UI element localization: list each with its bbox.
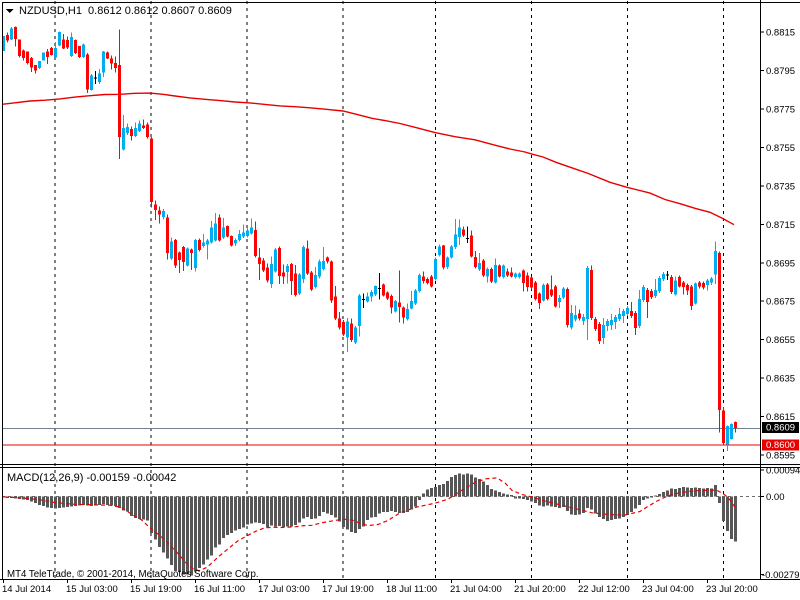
svg-text:0.8715: 0.8715	[766, 220, 795, 231]
svg-text:23 Jul 04:00: 23 Jul 04:00	[642, 584, 694, 595]
svg-text:0.8695: 0.8695	[766, 258, 795, 269]
svg-text:21 Jul 20:00: 21 Jul 20:00	[514, 584, 566, 595]
svg-text:0.8795: 0.8795	[766, 66, 795, 77]
svg-text:0.8775: 0.8775	[766, 105, 795, 116]
svg-text:0.8595: 0.8595	[766, 450, 795, 461]
svg-text:0.8735: 0.8735	[766, 181, 795, 192]
svg-text:23 Jul 20:00: 23 Jul 20:00	[706, 584, 758, 595]
svg-text:-0.00279: -0.00279	[762, 570, 800, 581]
svg-text:MT4 TeleTrade, © 2001-2014, Me: MT4 TeleTrade, © 2001-2014, MetaQuotes S…	[7, 569, 259, 580]
svg-text:NZDUSD,H1 0.8612 0.8612 0.860: NZDUSD,H1 0.8612 0.8612 0.8607 0.8609	[19, 5, 232, 17]
svg-text:16 Jul 11:00: 16 Jul 11:00	[194, 584, 245, 595]
svg-text:0.8615: 0.8615	[766, 412, 795, 423]
svg-text:0.8635: 0.8635	[766, 374, 795, 385]
svg-text:15 Jul 03:00: 15 Jul 03:00	[66, 584, 118, 595]
svg-text:17 Jul 03:00: 17 Jul 03:00	[258, 584, 310, 595]
svg-text:0.00: 0.00	[766, 492, 785, 503]
svg-text:MACD(12,26,9) -0.00159 -0.0004: MACD(12,26,9) -0.00159 -0.00042	[7, 472, 176, 484]
svg-text:14 Jul 2014: 14 Jul 2014	[2, 584, 51, 595]
svg-text:0.8815: 0.8815	[766, 28, 795, 39]
svg-text:17 Jul 19:00: 17 Jul 19:00	[322, 584, 374, 595]
svg-text:0.8600: 0.8600	[766, 440, 795, 451]
svg-text:0.8755: 0.8755	[766, 143, 795, 154]
svg-text:18 Jul 11:00: 18 Jul 11:00	[386, 584, 437, 595]
svg-text:22 Jul 12:00: 22 Jul 12:00	[578, 584, 630, 595]
svg-text:0.00094: 0.00094	[766, 466, 800, 477]
svg-text:0.8675: 0.8675	[766, 297, 795, 308]
svg-text:15 Jul 19:00: 15 Jul 19:00	[130, 584, 182, 595]
svg-text:0.8609: 0.8609	[766, 423, 795, 434]
svg-text:21 Jul 04:00: 21 Jul 04:00	[450, 584, 502, 595]
svg-text:0.8655: 0.8655	[766, 335, 795, 346]
